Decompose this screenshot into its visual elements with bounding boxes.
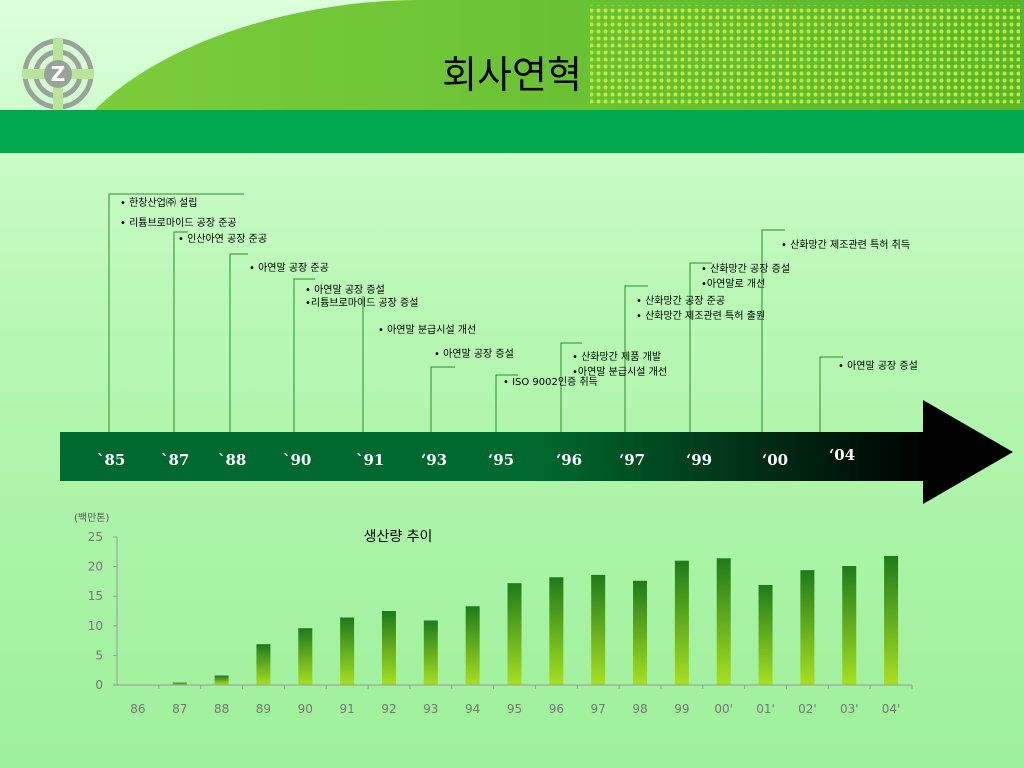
event-1988-zinc-dust-plant: • 아연말 공장 준공 — [249, 263, 329, 274]
x-tick-label: 92 — [381, 702, 396, 716]
x-tick-label: 02' — [798, 702, 817, 716]
year-1991: `91 — [356, 451, 385, 469]
y-tick-label: 20 — [88, 560, 103, 574]
y-tick-label: 25 — [88, 530, 103, 544]
x-tick-label: 99 — [674, 702, 689, 716]
year-1996: ‘96 — [556, 451, 583, 469]
bar — [298, 628, 313, 685]
chart-unit-label: (백만톤) — [74, 512, 110, 524]
event-1993-zinc-expansion: • 아연말 공장 증설 — [434, 349, 514, 360]
event-2004-zinc-expansion: • 아연말 공장 증설 — [838, 361, 918, 372]
x-tick-label: 86 — [130, 702, 145, 716]
bar — [465, 606, 480, 685]
bar — [172, 682, 187, 685]
chart-title: 생산량 추이 — [364, 529, 433, 545]
bar — [674, 560, 689, 685]
event-1995-iso: • ISO 9002인증 취득 — [503, 377, 598, 388]
x-tick-label: 89 — [256, 702, 271, 716]
year-1995: ‘95 — [488, 451, 515, 469]
event-2000-patent-granted: • 산화망간 제조관련 특허 취득 — [781, 240, 911, 251]
event-1990-zinc-expansion: • 아연말 공장 증설 — [305, 285, 385, 296]
y-tick-label: 15 — [88, 589, 103, 603]
year-1988: `88 — [218, 451, 247, 469]
bar — [507, 583, 522, 685]
x-tick-label: 04' — [882, 702, 901, 716]
bar — [591, 574, 606, 685]
header-band — [0, 110, 1024, 153]
svg-text:Z: Z — [51, 62, 66, 86]
y-tick-label: 10 — [88, 619, 103, 633]
x-tick-label: 00' — [714, 702, 733, 716]
event-1991-classifier: • 아연말 분급시설 개선 — [378, 325, 477, 336]
year-1985: `85 — [97, 451, 126, 469]
production-chart: (백만톤) 생산량 추이 0 5 10 15 20 25 86 87 88 89 90 91 92 93… — [74, 512, 913, 716]
x-tick-label: 93 — [423, 702, 438, 716]
year-1990: `90 — [283, 451, 312, 469]
y-tick-label: 5 — [95, 648, 103, 662]
bar — [884, 555, 899, 685]
y-tick-label: 0 — [95, 678, 103, 692]
x-tick-label: 01' — [756, 702, 775, 716]
timeline-arrow-bar — [60, 432, 930, 481]
bar — [758, 584, 773, 685]
event-1999-furnace: •아연말로 개선 — [701, 279, 766, 290]
x-tick-label: 97 — [591, 702, 606, 716]
bar — [423, 620, 438, 685]
event-1997-mno-plant: • 산화망간 공장 준공 — [636, 296, 726, 307]
timeline-arrow-head — [923, 400, 1013, 504]
bar — [633, 580, 648, 685]
event-1987-zinc-phosphate: • 인산아연 공장 준공 — [178, 234, 268, 245]
company-logo: Z — [22, 38, 94, 110]
x-tick-label: 94 — [465, 702, 480, 716]
page-title: 회사연혁 — [442, 53, 582, 97]
bar — [256, 644, 271, 685]
header-decoration — [90, 0, 1024, 115]
bar — [800, 570, 815, 685]
x-tick-label: 95 — [507, 702, 522, 716]
x-tick-label: 88 — [214, 702, 229, 716]
year-1999: ‘99 — [686, 451, 713, 469]
event-1985-founding: • 한창산업㈜ 설립 — [120, 198, 198, 209]
bar — [716, 558, 731, 685]
event-1996-classifier: •아연말 분급시설 개선 — [572, 367, 668, 378]
year-1993: ‘93 — [421, 451, 448, 469]
bar — [842, 566, 857, 685]
event-1999-mno-expansion: • 산화망간 공장 증설 — [701, 264, 791, 275]
x-tick-label: 91 — [339, 702, 354, 716]
bar — [381, 611, 396, 685]
year-2000: ‘00 — [762, 451, 789, 469]
x-tick-label: 96 — [549, 702, 564, 716]
bar — [340, 617, 355, 685]
year-1987: `87 — [161, 451, 190, 469]
bar — [214, 675, 229, 685]
x-tick-label: 90 — [298, 702, 313, 716]
event-1985-libr-plant: • 리튬브로마이드 공장 준공 — [120, 218, 237, 229]
x-tick-label: 98 — [632, 702, 647, 716]
event-1990-libr-expansion: •리튬브로마이드 공장 증설 — [305, 298, 419, 309]
x-tick-label: 87 — [172, 702, 187, 716]
timeline-connectors — [108, 193, 843, 432]
x-tick-label: 03' — [840, 702, 859, 716]
bar — [549, 577, 564, 685]
year-1997: ‘97 — [619, 451, 646, 469]
year-2004: ‘04 — [829, 446, 856, 464]
event-1996-mno-dev: • 산화망간 제품 개발 — [572, 352, 662, 363]
event-1997-patent-filed: • 산화망간 제조관련 특허 출원 — [636, 311, 766, 322]
